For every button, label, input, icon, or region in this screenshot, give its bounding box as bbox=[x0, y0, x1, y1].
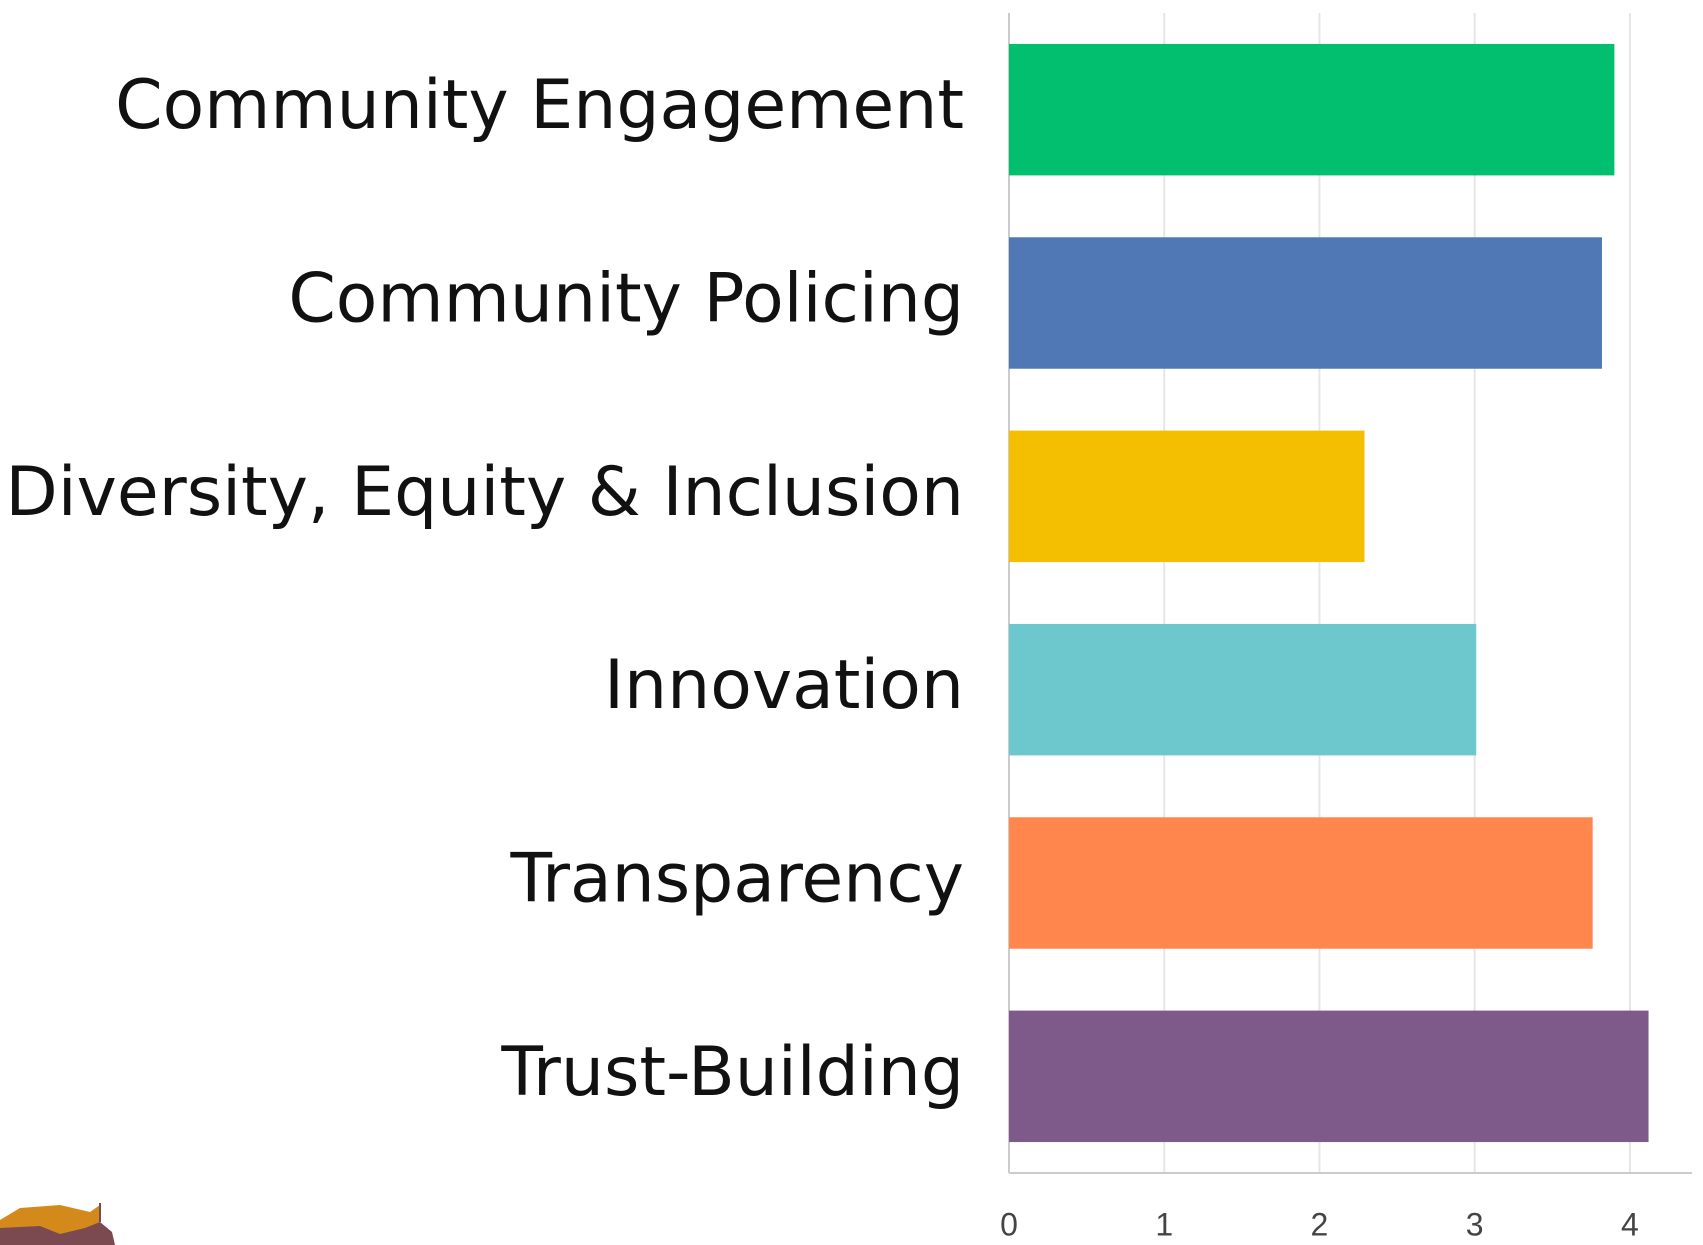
logo bbox=[0, 1203, 115, 1245]
x-tick-label: 2 bbox=[1311, 1206, 1329, 1242]
bar bbox=[1009, 623, 1477, 756]
category-label: Innovation bbox=[604, 646, 964, 725]
bar bbox=[1009, 1010, 1649, 1143]
bar bbox=[1009, 43, 1615, 176]
x-tick-label: 4 bbox=[1621, 1206, 1639, 1242]
category-label: Community Policing bbox=[288, 260, 964, 339]
bar bbox=[1009, 237, 1602, 369]
category-label: Trust-Building bbox=[500, 1033, 964, 1112]
x-tick-label: 0 bbox=[1000, 1206, 1018, 1242]
bar bbox=[1009, 430, 1365, 563]
category-label: Transparency bbox=[509, 840, 964, 919]
x-tick-label: 1 bbox=[1155, 1206, 1173, 1242]
category-label: Community Engagement bbox=[115, 66, 964, 145]
x-tick-label: 3 bbox=[1466, 1206, 1484, 1242]
category-label: Diversity, Equity & Inclusion bbox=[5, 453, 964, 532]
bar bbox=[1009, 817, 1593, 949]
